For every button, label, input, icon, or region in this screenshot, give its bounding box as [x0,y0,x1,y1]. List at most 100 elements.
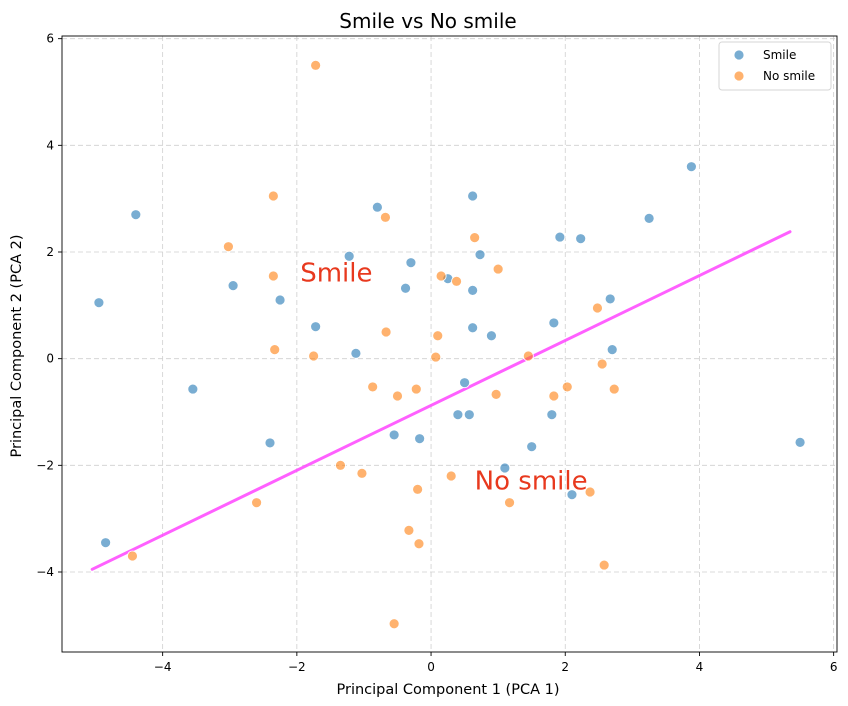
data-point [608,383,620,395]
data-point [400,282,411,294]
legend-marker [733,49,745,61]
points-layer [93,59,806,630]
data-point [546,409,558,421]
data-point [467,190,479,202]
data-point [467,284,479,296]
data-point [380,326,392,338]
x-axis-label: Principal Component 1 (PCA 1) [337,682,560,698]
data-point [412,483,424,495]
data-point [451,275,462,287]
data-point [380,211,391,223]
x-tick-label: 4 [696,660,704,674]
fit-line-layer [90,230,792,571]
data-point [310,321,322,333]
data-point [274,294,286,306]
data-point [554,231,566,243]
annotation-label: No smile [475,466,588,496]
y-tick-label: −4 [36,565,54,579]
y-tick-label: −2 [36,458,54,472]
x-tick-label: −4 [154,660,172,674]
data-point [575,233,587,245]
data-point [685,161,697,173]
data-point [356,467,368,479]
data-point [432,330,444,342]
data-point [388,429,400,441]
data-point [251,497,262,509]
data-point [371,201,383,213]
data-point [794,436,806,448]
grid [62,36,837,652]
data-point [403,525,415,536]
data-point [350,347,362,359]
chart-title: Smile vs No smile [339,9,516,33]
data-point [492,263,504,275]
series-1 [127,59,620,630]
data-point [127,550,138,562]
data-point [504,497,515,509]
data-point [592,302,603,314]
data-point [388,618,400,630]
data-point [335,459,346,471]
data-point [343,250,355,262]
annotation-label: Smile [300,258,372,288]
y-tick-label: 4 [46,138,54,152]
data-point [414,433,426,445]
legend-marker [733,70,745,82]
data-point [548,317,560,329]
axis-ticks: −4 −2 0 2 4 6 −4 −2 0 2 4 6 [36,32,837,674]
data-point [548,390,560,402]
data-point [522,350,534,362]
data-point [598,559,610,571]
data-point [267,270,279,282]
data-point [561,381,573,393]
data-point [445,470,457,482]
x-tick-label: 0 [427,660,435,674]
data-point [187,383,199,395]
y-tick-label: 2 [46,245,54,259]
data-point [584,486,596,498]
legend-label: No smile [763,69,815,83]
y-axis-label: Principal Component 2 (PCA 2) [9,235,25,458]
data-point [459,377,470,389]
data-point [467,322,479,334]
data-point [452,409,464,421]
x-tick-label: 6 [830,660,838,674]
data-point [490,388,502,400]
data-point [604,293,616,305]
data-point [310,59,322,71]
legend-box [718,41,832,91]
annotations: Smile No smile [300,258,587,496]
plot-frame [61,35,838,653]
x-tick-label: −2 [288,660,306,674]
y-tick-label: 6 [46,32,54,46]
data-point [435,270,447,282]
legend-label: Smile [763,48,796,62]
y-tick-label: 0 [46,352,54,366]
decision-boundary-line [90,230,792,571]
data-point [474,249,486,261]
data-point [430,351,442,363]
data-point [643,212,655,224]
data-point [269,344,281,356]
data-point [486,330,497,342]
series-0 [93,161,806,549]
x-tick-label: 2 [561,660,569,674]
data-point [596,358,608,370]
data-point [405,257,417,269]
data-point [526,441,538,453]
data-point [130,209,142,221]
data-point [308,350,320,362]
data-point [413,538,425,550]
data-point [100,537,112,549]
legend: Smile No smile [718,41,832,91]
data-point [227,280,239,292]
data-point [463,409,475,421]
data-point [267,190,279,202]
data-point [566,489,578,501]
data-point [367,381,379,393]
data-point [93,297,105,309]
data-point [606,344,618,356]
data-point [469,232,481,244]
